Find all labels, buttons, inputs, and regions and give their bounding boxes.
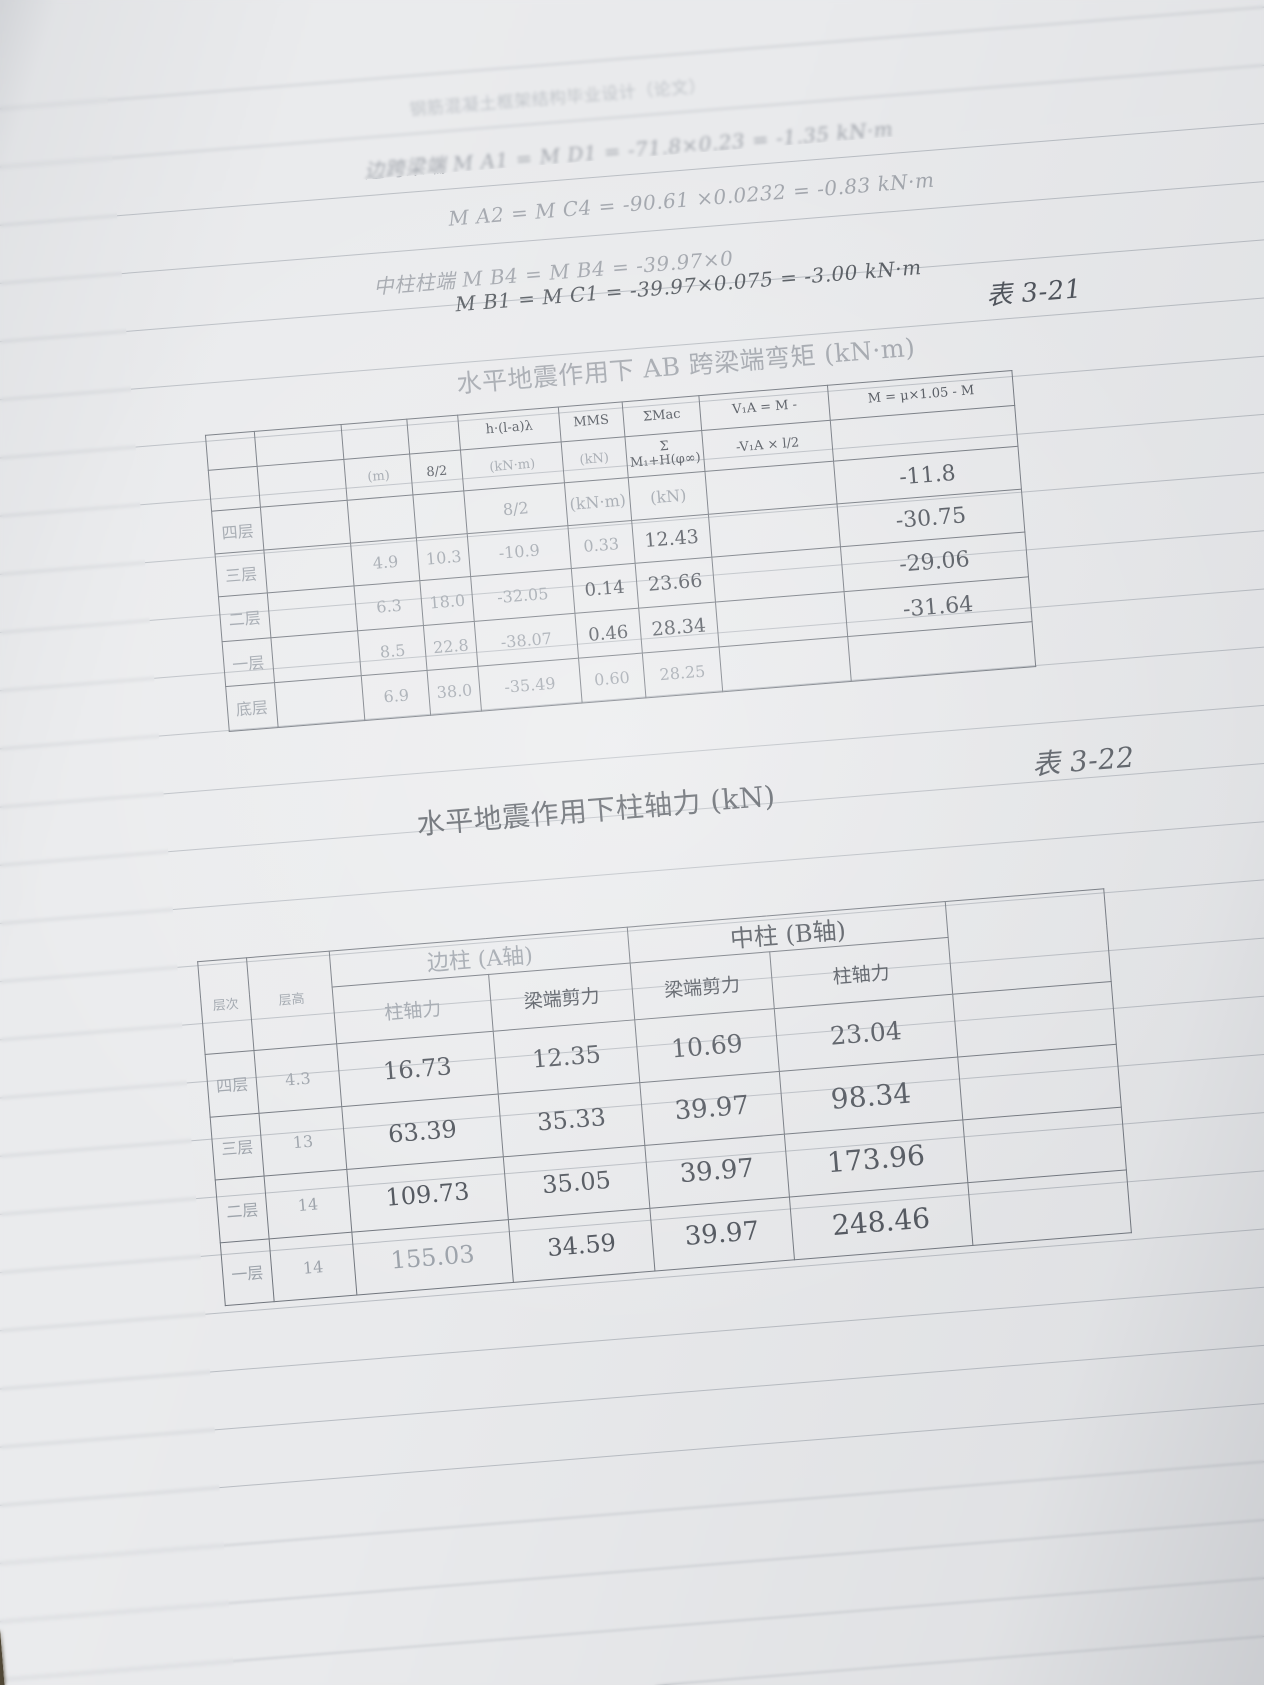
table2-label: 表 3-22: [1030, 740, 1136, 782]
t2r3-c1: 155.03: [351, 1219, 514, 1296]
t1r1-l: 4.9: [350, 537, 421, 586]
blur-bottom: [0, 1429, 1264, 1685]
formula-line-2: M A2 = M C4 = -90.61 ×0.0232 = -0.83 kN·…: [447, 167, 936, 231]
table2-title: 水平地震作用下柱轴力 (kN): [415, 779, 777, 842]
t2r2-floor: 二层: [215, 1176, 270, 1243]
t2r3-c3: 39.97: [649, 1197, 795, 1272]
rule-line: [0, 1276, 1264, 1391]
t1r3-l: 8.5: [357, 625, 428, 676]
rule-line: [0, 1507, 1264, 1623]
t2r3-floor: 一层: [220, 1238, 275, 1306]
t2r3-c2: 34.59: [508, 1208, 655, 1283]
t1r1-c3: 0.33: [567, 520, 635, 569]
t1r4-v: 28.25: [641, 646, 723, 698]
rule-line: [0, 1449, 1264, 1565]
th-floor-index: 层次: [197, 957, 254, 1055]
t2r1-c2: 35.33: [498, 1082, 645, 1157]
t2r0-h: 4.3: [253, 1043, 342, 1114]
blur-top: [0, 0, 1264, 218]
rule-line: [8, 1622, 1264, 1685]
t1r4-h: [274, 675, 366, 728]
t2r0-c2: 12.35: [493, 1019, 640, 1095]
t2r0-floor: 四层: [205, 1050, 260, 1118]
t1r1-floor: 三层: [215, 550, 267, 597]
rule-line: [0, 1391, 1264, 1507]
th-mms: MMS: [558, 401, 625, 442]
t1r0-h: [260, 500, 351, 551]
t1r1-h: [263, 543, 355, 593]
table2: 层次 层高 边柱 (A轴) 中柱 (B轴) 柱轴力 梁端剪力 梁端剪力 柱轴力 …: [197, 888, 1132, 1306]
t2r3-h: 14: [269, 1232, 357, 1302]
t1r4-blank: [719, 636, 852, 692]
t2r1-c3: 39.97: [639, 1071, 784, 1146]
th-blank1: [205, 431, 257, 471]
t1r2-c3: 0.14: [571, 563, 639, 614]
th-blank3: [341, 419, 410, 460]
t1r2-floor: 二层: [218, 592, 271, 642]
t2r2-c3: 39.97: [644, 1134, 789, 1209]
th2-blank2: [256, 459, 348, 508]
t1r3-c3: 0.46: [574, 608, 642, 659]
rule-line: [0, 1333, 1264, 1449]
t1r4-c1: 38.0: [427, 666, 482, 716]
t1r3-v: 28.34: [638, 602, 720, 654]
th-trailing-blank: [945, 888, 1112, 995]
t1r0-c4: (kN): [627, 471, 709, 521]
t1r1-c1: 10.3: [416, 533, 471, 581]
t1r4-c3: 0.60: [578, 653, 646, 704]
t1r2-c2: -32.05: [470, 568, 575, 622]
th2-unit-m: (m): [344, 454, 414, 501]
t1r3-c1: 22.8: [423, 621, 478, 671]
t1r3-h: [270, 630, 362, 683]
t2r1-h: 13: [259, 1106, 347, 1177]
table1-label: 表 3-21: [985, 274, 1083, 312]
th2-blank1: [208, 466, 261, 512]
t1r3-c2: -38.07: [474, 613, 579, 667]
t1r2-l: 6.3: [354, 580, 424, 631]
t2r0-c3: 10.69: [634, 1008, 779, 1083]
t2r3-c4: 248.46: [788, 1182, 973, 1260]
t1r3-floor: 一层: [222, 637, 275, 687]
table1: h·(l-a)λ MMS ΣMac V₁A = M - M = μ×1.05 -…: [205, 370, 1036, 732]
t1r4-l: 6.9: [361, 670, 431, 721]
t1r2-v: 23.66: [634, 557, 716, 609]
th2-unit-kn: (kN): [560, 436, 628, 483]
t1r2-h: [266, 585, 358, 638]
t1r4-floor: 底层: [225, 682, 278, 732]
th2-sum: Σ M₁+H(φ∞): [624, 430, 706, 478]
th-floor-height: 层高: [246, 951, 337, 1051]
t1r2-c1: 18.0: [420, 576, 475, 626]
t1r0-floor: 四层: [211, 507, 264, 555]
t1r0-c3: (kN·m): [564, 477, 632, 526]
t2r1-floor: 三层: [210, 1113, 265, 1181]
t1r0-l: [347, 494, 417, 544]
t2r3-blank: [967, 1169, 1132, 1246]
th2-ratio: 8/2: [409, 449, 464, 495]
t1r0-c1: [413, 490, 468, 538]
t1r4-c2: -35.49: [477, 658, 582, 712]
t2r2-h: 14: [264, 1169, 352, 1239]
th-blank4: [407, 415, 461, 455]
rule-line: [4, 1565, 1264, 1681]
t1r1-v: 12.43: [631, 514, 713, 564]
blur-left: [0, 0, 244, 1685]
t2r2-c2: 35.05: [503, 1145, 650, 1220]
